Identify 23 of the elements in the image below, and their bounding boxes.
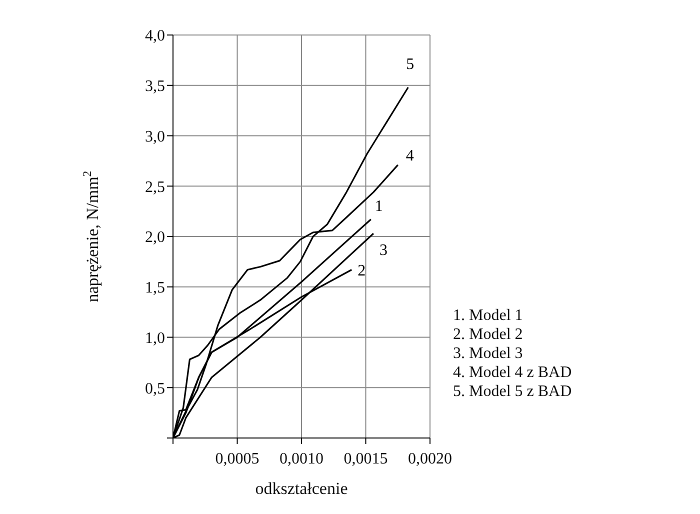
x-axis-title: odkształcenie: [255, 479, 348, 498]
series-label: 4: [406, 148, 414, 165]
series-label: 3: [379, 242, 388, 260]
x-tick-label: 0,0015: [344, 450, 388, 468]
text: 5. Model 5 z BAD: [453, 382, 572, 401]
y-tick-label: 0,5: [145, 380, 165, 398]
y-tick-label: 3,5: [145, 78, 165, 96]
x-tick-label: 0,0010: [280, 450, 324, 468]
series-label: 1: [374, 198, 383, 216]
y-tick-label: 1,5: [145, 280, 165, 297]
y-tick-label: 1,0: [145, 330, 165, 347]
series-label: 2: [358, 262, 366, 280]
text: 2. Model 2: [453, 325, 524, 344]
x-tick-label: 0,0005: [215, 450, 260, 468]
series-label: 5: [406, 56, 414, 74]
y-tick-label: 4,0: [145, 28, 165, 45]
y-tick-label: 2,0: [145, 229, 165, 246]
text: 4. Model 4 z BAD: [453, 363, 572, 382]
text: 3. Model 3: [453, 344, 524, 363]
text: 1. Model 1: [453, 306, 524, 325]
x-tick-label: 0,0020: [408, 450, 452, 468]
y-tick-label: 2,5: [145, 178, 165, 196]
y-tick-label: 3,0: [145, 128, 165, 146]
